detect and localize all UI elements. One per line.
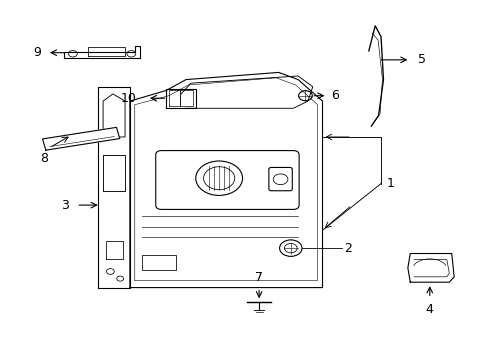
Bar [142,255,176,270]
Text: 3: 3 [61,199,69,212]
Text: 2: 2 [344,242,352,255]
Text: 9: 9 [33,46,41,59]
Text: 4: 4 [425,303,433,316]
Text: 6: 6 [330,89,339,102]
Polygon shape [407,253,453,282]
Polygon shape [42,127,120,150]
Text: 10: 10 [120,92,136,105]
Text: 5: 5 [417,53,425,66]
FancyBboxPatch shape [268,167,292,191]
FancyBboxPatch shape [156,150,299,210]
Text: 8: 8 [41,152,48,165]
Text: 7: 7 [255,271,263,284]
Text: 1: 1 [386,177,394,190]
